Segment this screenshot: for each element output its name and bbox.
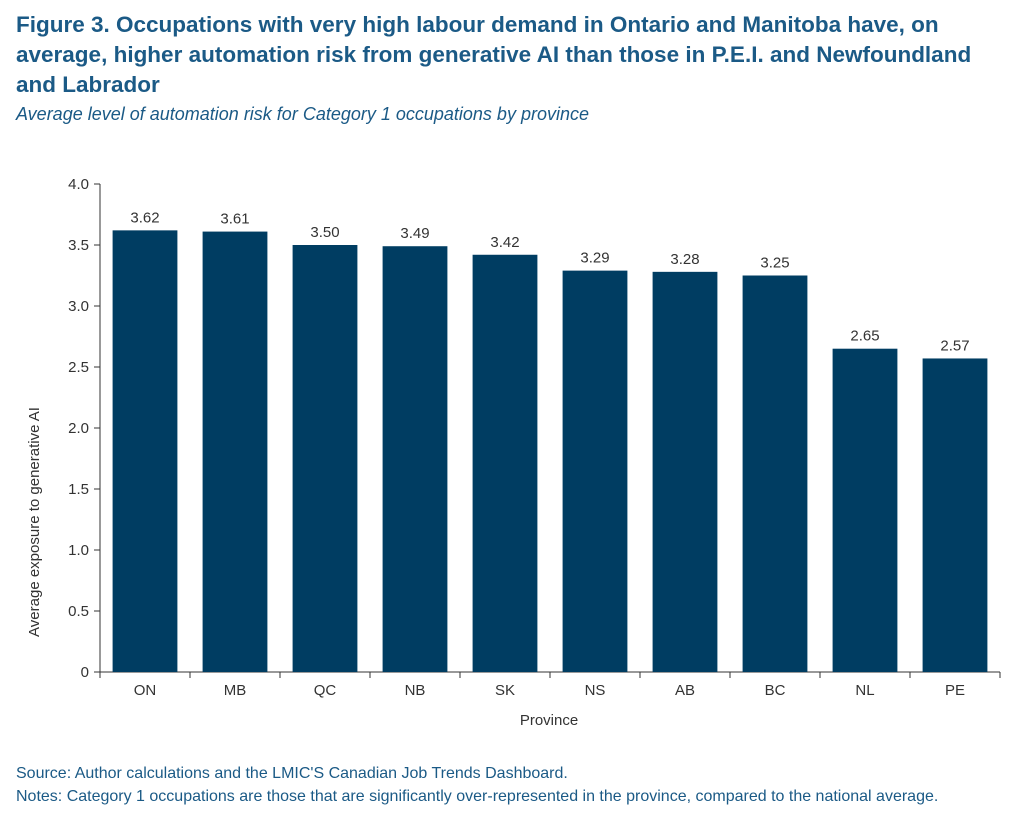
chart-title: Figure 3. Occupations with very high lab…: [16, 12, 972, 97]
x-axis-label: Province: [520, 712, 578, 729]
x-tick-label: ON: [134, 682, 157, 699]
notes: Notes: Category 1 occupations are those …: [16, 788, 939, 805]
x-tick-label: NS: [585, 682, 606, 699]
footer: Source: Author calculations and the LMIC…: [16, 762, 1011, 808]
bar-value-label: 3.42: [490, 234, 519, 251]
y-tick-label: 3.0: [68, 298, 89, 315]
y-tick-label: 1.5: [68, 481, 89, 498]
x-axis: ON MB QC NB SK NS AB BC NL PE: [99, 671, 1001, 699]
bar-ns: [562, 270, 628, 672]
bar-value-label: 3.50: [310, 224, 339, 241]
source-note: Source: Author calculations and the LMIC…: [16, 765, 568, 782]
y-tick-label: 0.5: [68, 603, 89, 620]
bar-on: [112, 230, 178, 673]
y-tick-label: 2.5: [68, 359, 89, 376]
y-axis: 0 0.5 1.0 1.5 2.0 2.5 3.0 3.5 4.0: [68, 176, 101, 681]
bar-bc: [742, 275, 808, 672]
bar-pe: [922, 358, 988, 672]
bar-mb: [202, 231, 268, 672]
bar-qc: [292, 245, 358, 672]
y-axis-label: Average exposure to generative AI: [26, 407, 43, 637]
x-tick-label: NL: [855, 682, 874, 699]
y-tick-label: 3.5: [68, 237, 89, 254]
chart-subtitle: Average level of automation risk for Cat…: [16, 104, 589, 124]
bar-value-label: 3.62: [130, 209, 159, 226]
x-tick-label: SK: [495, 682, 515, 699]
bar-value-label: 3.28: [670, 251, 699, 268]
bar-value-label: 3.61: [220, 211, 249, 228]
x-tick-label: QC: [314, 682, 337, 699]
x-tick-label: AB: [675, 682, 695, 699]
y-tick-label: 2.0: [68, 420, 89, 437]
y-tick-label: 1.0: [68, 542, 89, 559]
bar-chart: 0 0.5 1.0 1.5 2.0 2.5 3.0 3.5 4.0 ON MB QC NB SK NS AB…: [26, 176, 1001, 729]
bar-nb: [382, 246, 448, 672]
x-tick-label: NB: [405, 682, 426, 699]
x-tick-label: PE: [945, 682, 965, 699]
y-tick-label: 4.0: [68, 176, 89, 193]
bars: 3.62 3.61 3.50 3.49 3.42 3.29 3.28 3.25 2.65 2.57: [112, 209, 988, 673]
bar-value-label: 2.65: [850, 328, 879, 345]
bar-value-label: 3.49: [400, 225, 429, 242]
x-tick-label: MB: [224, 682, 247, 699]
bar-value-label: 3.25: [760, 255, 789, 272]
bar-value-label: 2.57: [940, 337, 969, 354]
bar-ab: [652, 271, 718, 672]
bar-sk: [472, 254, 538, 672]
bar-nl: [832, 348, 898, 672]
x-tick-label: BC: [765, 682, 786, 699]
bar-value-label: 3.29: [580, 250, 609, 267]
y-tick-label: 0: [81, 664, 89, 681]
